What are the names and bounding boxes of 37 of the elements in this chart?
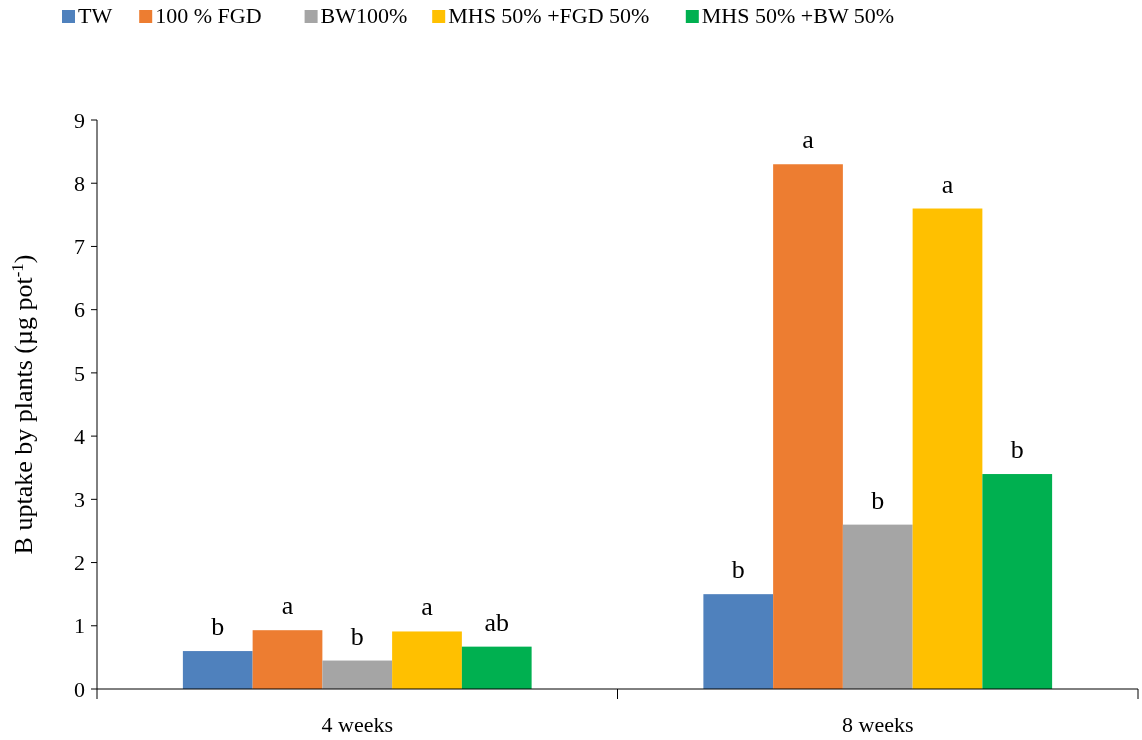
- legend-label: MHS 50% +FGD 50%: [448, 3, 650, 28]
- legend-label: MHS 50% +BW 50%: [701, 3, 895, 28]
- y-tick-label: 3: [74, 487, 85, 513]
- y-tick-label: 0: [74, 676, 85, 702]
- data-label: b: [731, 555, 745, 585]
- data-label: a: [941, 169, 954, 199]
- x-tick-label: 4 weeks: [321, 712, 393, 737]
- bar: [982, 474, 1053, 689]
- bar: [461, 646, 532, 689]
- legend-label: 100 % FGD: [155, 3, 262, 28]
- data-label: b: [211, 612, 225, 642]
- bar: [842, 524, 913, 689]
- bar: [912, 208, 983, 689]
- bar: [252, 630, 323, 689]
- x-tick-label: 8 weeks: [842, 712, 914, 737]
- y-tick-label: 5: [74, 360, 85, 386]
- data-label: b: [350, 621, 364, 651]
- bar: [322, 660, 393, 689]
- y-tick-label: 9: [74, 107, 85, 133]
- bar: [703, 594, 774, 689]
- data-label: b: [1010, 435, 1024, 465]
- bar: [182, 651, 253, 689]
- y-tick-label: 7: [74, 234, 85, 260]
- data-label: a: [421, 592, 434, 622]
- bar: [773, 164, 843, 689]
- y-tick-label: 4: [74, 423, 85, 449]
- data-label: a: [802, 125, 815, 155]
- y-tick-label: 2: [74, 550, 85, 576]
- y-tick-label: 8: [74, 170, 85, 196]
- legend-label: TW: [78, 3, 113, 28]
- data-label: b: [871, 485, 885, 515]
- data-label: ab: [484, 607, 510, 637]
- y-tick-label: 6: [74, 297, 85, 323]
- data-label: a: [281, 591, 294, 621]
- bar: [392, 631, 462, 689]
- y-tick-label: 1: [74, 613, 85, 639]
- legend-label: BW100%: [320, 3, 408, 28]
